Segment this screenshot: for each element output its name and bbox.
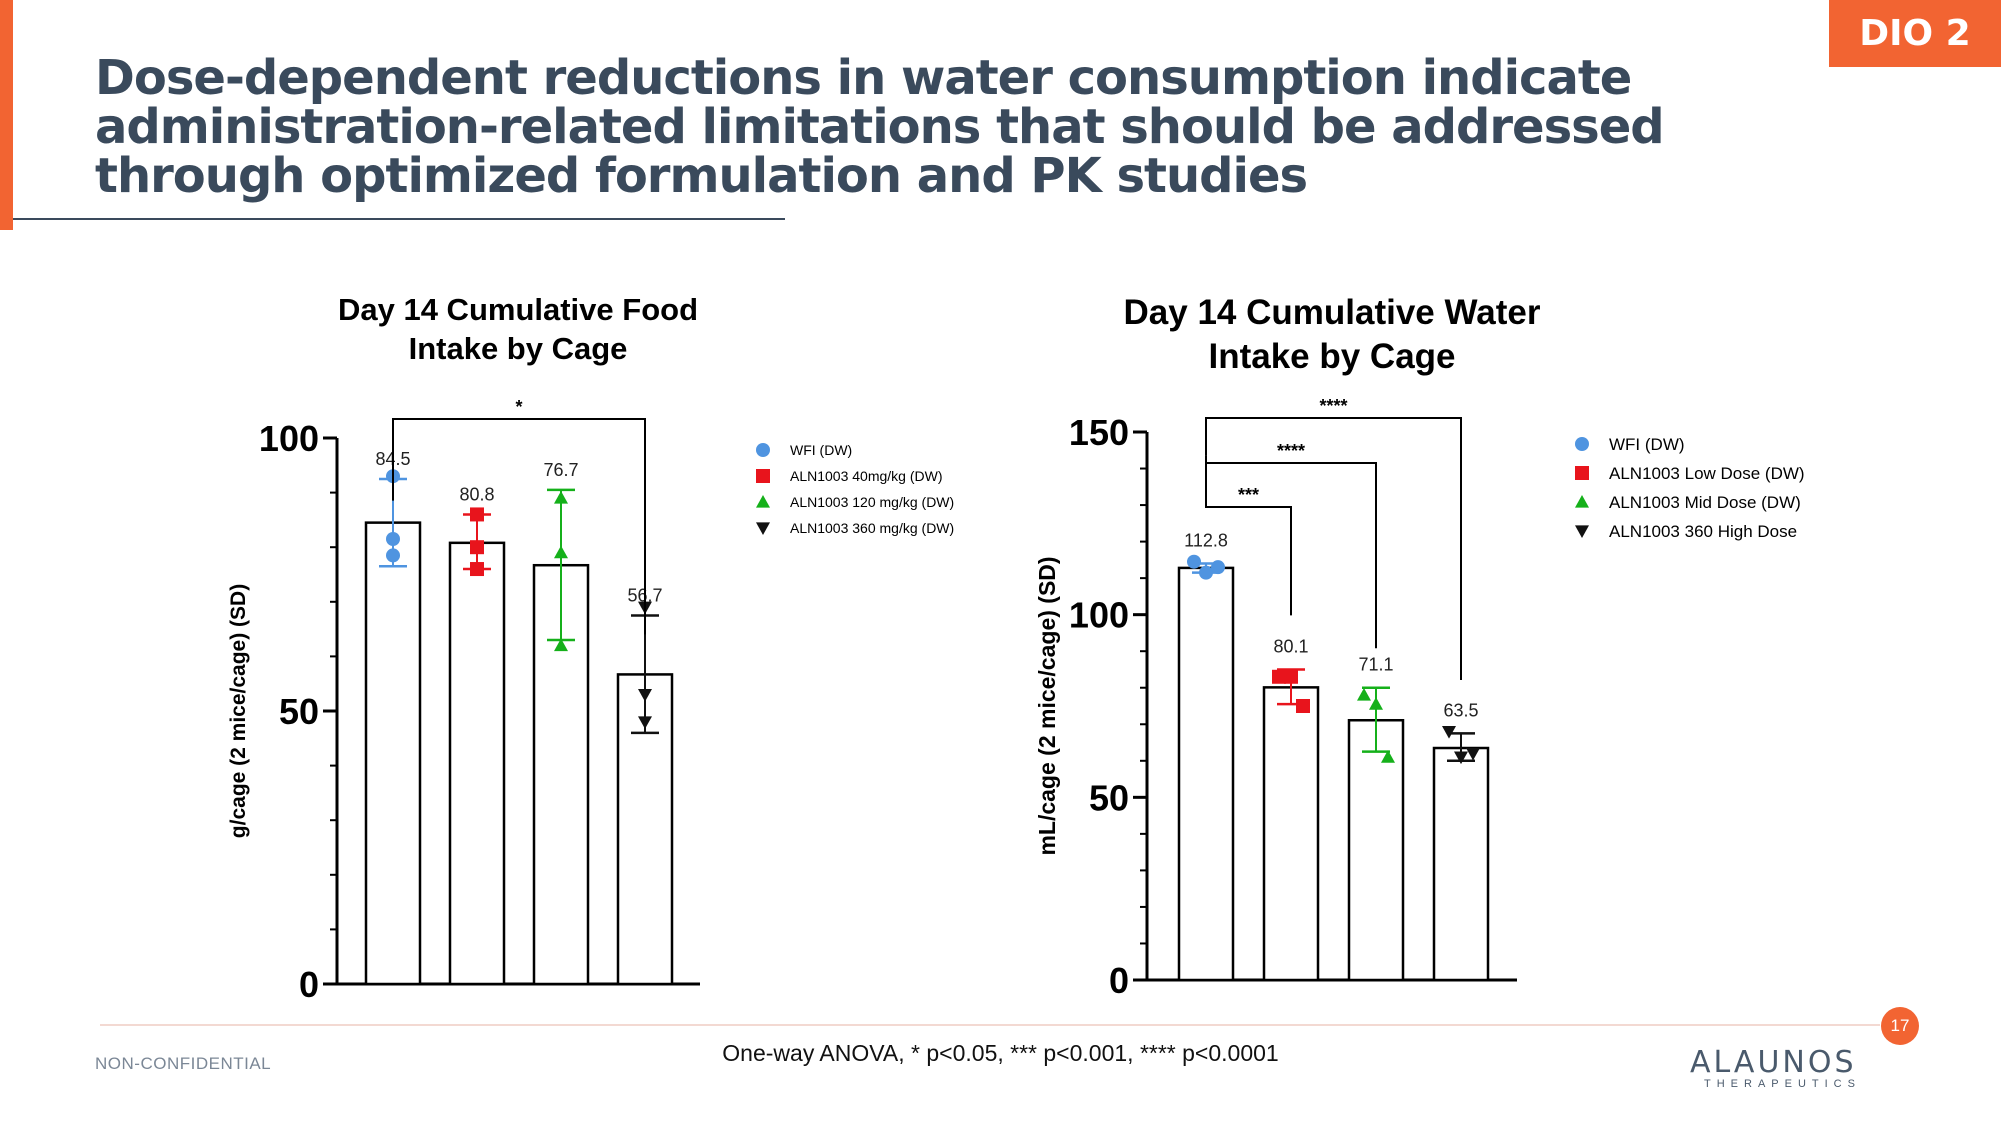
data-point <box>554 545 568 559</box>
data-point <box>554 491 568 504</box>
legend-label: ALN1003 40mg/kg (DW) <box>790 468 943 484</box>
footer-divider <box>100 1024 1880 1026</box>
legend-label: ALN1003 120 mg/kg (DW) <box>790 494 954 510</box>
bar-value-label: 71.1 <box>1358 655 1393 675</box>
significance-label: * <box>515 397 522 417</box>
legend-label: ALN1003 Mid Dose (DW) <box>1609 493 1801 512</box>
legend-label: ALN1003 360 High Dose <box>1609 522 1797 541</box>
bar-value-label: 80.8 <box>459 484 494 504</box>
classification-label: NON-CONFIDENTIAL <box>95 1054 272 1073</box>
bar-value-label: 112.8 <box>1184 531 1228 551</box>
legend-marker <box>756 495 770 508</box>
y-tick-label: 150 <box>1069 412 1129 453</box>
left-accent-bar <box>0 0 13 230</box>
bar <box>1347 718 1405 982</box>
data-point <box>1211 560 1225 575</box>
significance-bracket <box>392 418 646 635</box>
bar <box>448 541 506 986</box>
data-point <box>1199 565 1213 580</box>
data-point <box>554 638 568 652</box>
data-point <box>1466 747 1480 761</box>
data-point <box>1454 751 1468 765</box>
legend-marker <box>756 522 770 535</box>
y-tick-label: 100 <box>259 418 319 459</box>
significance-label: *** <box>1238 485 1259 505</box>
section-tag: DIO 2 <box>1829 0 2001 67</box>
y-tick-label: 0 <box>1109 960 1129 1001</box>
bar-value-label: 80.1 <box>1273 636 1308 656</box>
significance-bracket <box>1205 417 1462 681</box>
food-intake-chart: Day 14 Cumulative Food Intake by Cage 0 50 1… <box>227 292 954 1005</box>
legend-label: WFI (DW) <box>790 442 852 458</box>
legend-marker <box>1575 466 1589 480</box>
slide-title: Dose-dependent reductions in water consu… <box>95 50 1665 204</box>
data-point <box>1442 725 1456 739</box>
bar <box>1262 686 1320 982</box>
legend-label: ALN1003 Low Dose (DW) <box>1609 464 1805 483</box>
legend-marker <box>1575 525 1589 538</box>
legend-marker <box>756 469 770 483</box>
title-underline <box>13 218 785 220</box>
data-point <box>1296 699 1310 713</box>
chart-title: Intake by Cage <box>409 331 628 366</box>
data-point <box>386 548 400 563</box>
data-point <box>638 716 652 729</box>
data-point <box>386 532 400 547</box>
legend-label: WFI (DW) <box>1609 435 1685 454</box>
data-point <box>1187 554 1201 569</box>
data-point <box>1284 669 1298 684</box>
legend-marker <box>1575 437 1589 451</box>
legend-marker <box>1575 495 1589 508</box>
logo-subtext: THERAPEUTICS <box>1704 1078 1861 1090</box>
chart-title: Day 14 Cumulative Food <box>338 292 698 327</box>
y-tick-label: 0 <box>299 964 319 1005</box>
bar <box>1432 746 1490 982</box>
bar-value-label: 76.7 <box>543 460 578 480</box>
bar <box>364 521 422 986</box>
statistics-footnote: One-way ANOVA, * p<0.05, *** p<0.001, **… <box>722 1040 1279 1066</box>
significance-label: **** <box>1277 441 1305 461</box>
bar <box>1177 566 1235 982</box>
water-intake-chart: Day 14 Cumulative Water Intake by Cage 0 50… <box>1034 293 1805 1001</box>
data-point <box>470 562 484 577</box>
y-tick-label: 50 <box>1089 777 1129 818</box>
legend-marker <box>756 443 770 457</box>
bar-value-label: 63.5 <box>1443 700 1478 720</box>
data-point <box>470 540 484 555</box>
y-tick-label: 50 <box>279 691 319 732</box>
chart-title: Day 14 Cumulative Water <box>1124 293 1541 332</box>
data-point <box>1381 750 1395 763</box>
data-point <box>1357 688 1371 701</box>
page-number-badge: 17 <box>1881 1007 1919 1045</box>
data-point <box>1369 697 1383 710</box>
y-axis-label: g/cage (2 mice/cage) (SD) <box>227 584 250 838</box>
y-tick-label: 100 <box>1069 595 1129 636</box>
significance-label: **** <box>1319 396 1347 416</box>
data-point <box>470 507 484 522</box>
company-logo: ALAUNOS THERAPEUTICS <box>1690 1045 1875 1090</box>
y-axis-label: mL/cage (2 mice/cage) (SD) <box>1034 556 1060 855</box>
legend-label: ALN1003 360 mg/kg (DW) <box>790 520 954 536</box>
chart-title: Intake by Cage <box>1208 337 1455 376</box>
data-point <box>1272 669 1286 684</box>
logo-wordmark: ALAUNOS <box>1690 1045 1857 1080</box>
significance-bracket <box>1205 455 1292 616</box>
data-point <box>638 689 652 702</box>
